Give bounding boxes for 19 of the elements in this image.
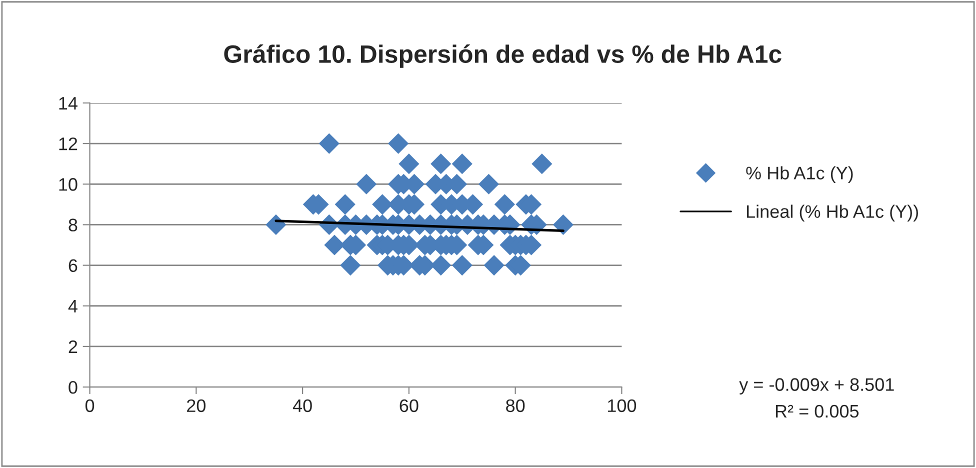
y-tick-label: 14 bbox=[59, 97, 78, 110]
y-tick-label: 10 bbox=[59, 178, 78, 191]
x-tick-label: 60 bbox=[400, 399, 418, 412]
x-tick-label: 0 bbox=[85, 399, 94, 412]
y-tick-label: 2 bbox=[68, 340, 78, 353]
y-tick-label: 6 bbox=[68, 259, 78, 272]
x-tick-label: 100 bbox=[608, 399, 636, 412]
text: y = -0.009x + 8.501 bbox=[739, 378, 894, 395]
legend-label: % Hb A1c (Y) bbox=[746, 166, 853, 184]
chart-title: Gráfico 10. Dispersión de edad vs % de Hb A1c bbox=[224, 44, 782, 68]
x-tick-label: 40 bbox=[292, 399, 312, 412]
x-tick-label: 20 bbox=[187, 399, 206, 412]
text: R² = 0.005 bbox=[776, 404, 859, 418]
y-tick-label: 0 bbox=[68, 380, 78, 394]
y-tick-label: 8 bbox=[68, 218, 78, 232]
x-tick-label: 80 bbox=[506, 399, 525, 412]
legend-label: Lineal (% Hb A1c (Y)) bbox=[746, 204, 918, 222]
y-tick-label: 4 bbox=[68, 300, 78, 312]
y-tick-label: 12 bbox=[59, 137, 78, 150]
